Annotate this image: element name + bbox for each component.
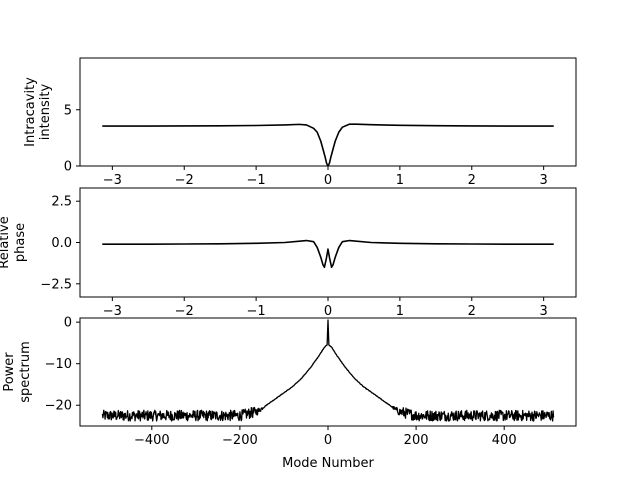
x-tick-label: −1 [247, 173, 266, 188]
y-tick-label: −10 [45, 357, 72, 372]
x-tick-label: 0 [324, 433, 332, 448]
axes-frame-intensity [79, 57, 577, 167]
y-tick-label: 5 [64, 103, 72, 118]
y-tick-label: −20 [45, 399, 72, 414]
x-tick-label: −3 [103, 304, 122, 319]
x-tick-label: −2 [175, 304, 194, 319]
x-tick-label: 200 [404, 433, 429, 448]
y-axis-label: Relative [0, 216, 12, 268]
x-tick-label: 0 [324, 304, 332, 319]
x-tick-label: 1 [396, 173, 404, 188]
y-axis-label: spectrum [18, 341, 33, 403]
axes-frame-phase [79, 187, 577, 298]
y-tick-label: 0 [64, 160, 72, 175]
x-tick-label: −2 [175, 173, 194, 188]
x-tick-label: −400 [134, 433, 170, 448]
x-tick-label: 2 [468, 173, 476, 188]
x-tick-label: 0 [324, 173, 332, 188]
y-axis-label: phase [13, 223, 28, 262]
y-axis-label: Intracavity [23, 77, 38, 147]
y-tick-label: 0 [64, 316, 72, 331]
y-tick-label: −2.5 [40, 277, 72, 292]
series-line-spectrum [101, 319, 555, 422]
x-tick-label: 400 [492, 433, 517, 448]
x-tick-label: −200 [222, 433, 258, 448]
panel-intensity: −3 −2 −1 0 1 2 3 0 5 Intracavity intensity [23, 57, 577, 188]
y-axis-label: intensity [38, 84, 53, 141]
series-line-intensity [102, 123, 554, 166]
x-tick-label: −1 [247, 304, 266, 319]
panel-spectrum: −400 −200 0 200 400 −20 −10 0 Power spectrum Mode … [2, 316, 577, 471]
x-axis-label: Mode Number [282, 456, 374, 471]
panel-phase: −3 −2 −1 0 1 2 3 −2.5 0.0 2.5 Relative phase [0, 187, 577, 319]
series-line-phase [102, 239, 554, 269]
x-tick-label: −3 [103, 173, 122, 188]
x-tick-label: 2 [468, 304, 476, 319]
y-axis-label: Power [2, 352, 17, 392]
y-tick-label: 0.0 [51, 236, 72, 251]
x-tick-label: 3 [540, 304, 548, 319]
x-tick-label: 1 [396, 304, 404, 319]
y-tick-label: 2.5 [51, 195, 72, 210]
x-tick-label: 3 [540, 173, 548, 188]
